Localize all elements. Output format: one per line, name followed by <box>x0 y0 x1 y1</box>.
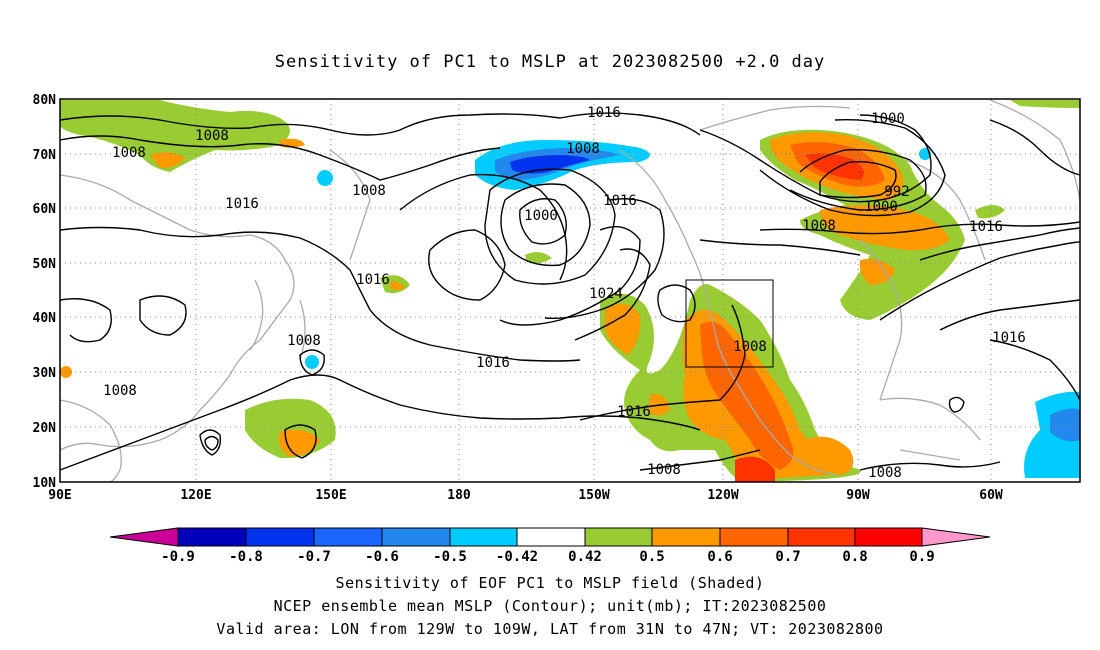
contour-label: 1000 <box>524 208 558 224</box>
contour-label: 1008 <box>647 462 681 478</box>
colorbar-label: 0.7 <box>775 549 800 565</box>
colorbar <box>109 527 991 547</box>
caption-valid-area: Valid area: LON from 129W to 109W, LAT f… <box>216 620 884 638</box>
colorbar-segment <box>177 527 247 547</box>
contour-label: 1008 <box>802 218 836 234</box>
colorbar-label: -0.6 <box>365 549 399 565</box>
lat-axis: 80N 70N 60N 50N 40N 30N 20N 10N <box>33 93 57 491</box>
contour-label: 1016 <box>476 355 510 371</box>
lat-label: 10N <box>33 476 57 491</box>
plot-frame <box>59 98 1081 483</box>
lat-label: 70N <box>33 148 57 163</box>
lat-label: 30N <box>33 366 57 381</box>
contour-label: 1008 <box>733 339 767 355</box>
lon-label: 120W <box>707 488 738 503</box>
colorbar-segment <box>719 527 789 547</box>
colorbar-segment <box>584 527 653 547</box>
contour-label: 1008 <box>287 333 321 349</box>
colorbar-label: 0.8 <box>842 549 867 565</box>
colorbar-segment <box>313 527 383 547</box>
contour-label: 1008 <box>112 145 146 161</box>
lon-label: 180 <box>447 488 471 503</box>
valid-area-box <box>685 279 774 368</box>
colorbar-segment <box>381 527 451 547</box>
lat-label: 40N <box>33 311 57 326</box>
contour-label: 1016 <box>617 404 651 420</box>
colorbar-label: -0.5 <box>433 549 467 565</box>
lon-label: 60W <box>979 488 1003 503</box>
colorbar-label: 0.6 <box>707 549 732 565</box>
colorbar-segment <box>787 527 856 547</box>
colorbar-segment <box>651 527 721 547</box>
caption-shaded: Sensitivity of EOF PC1 to MSLP field (Sh… <box>335 574 765 592</box>
contour-label: 1000 <box>871 111 905 127</box>
contour-label: 1016 <box>603 193 637 209</box>
colorbar-segment <box>245 527 315 547</box>
contour-label: 1008 <box>566 141 600 157</box>
colorbar-label: -0.9 <box>161 549 195 565</box>
colorbar-label: 0.9 <box>909 549 934 565</box>
contour-label: 1016 <box>225 196 259 212</box>
colorbar-segment <box>854 527 923 547</box>
contour-label: 1008 <box>103 383 137 399</box>
caption-contour: NCEP ensemble mean MSLP (Contour); unit(… <box>273 597 827 615</box>
lon-label: 90W <box>846 488 870 503</box>
contour-label: 1008 <box>352 183 386 199</box>
colorbar-segment <box>449 527 518 547</box>
contour-label: 1016 <box>992 330 1026 346</box>
contour-label: 1016 <box>587 105 621 121</box>
colorbar-left-arrow <box>109 527 179 547</box>
lon-label: 90E <box>48 488 71 503</box>
colorbar-label: -0.42 <box>496 549 538 565</box>
lat-label: 60N <box>33 202 57 217</box>
lat-label: 20N <box>33 421 57 436</box>
contour-label: 1016 <box>969 219 1003 235</box>
lon-label: 150E <box>315 488 346 503</box>
colorbar-label: 0.5 <box>639 549 664 565</box>
colorbar-labels: -0.9 -0.8 -0.7 -0.6 -0.5 -0.42 0.42 0.5 … <box>161 549 935 565</box>
colorbar-right-arrow <box>921 527 991 547</box>
colorbar-label: -0.8 <box>229 549 263 565</box>
lat-label: 80N <box>33 93 57 108</box>
contour-label: 1008 <box>195 128 229 144</box>
mslp-contours <box>59 112 1081 471</box>
contour-label: 1016 <box>356 272 390 288</box>
coastlines <box>59 99 1081 483</box>
map-title: Sensitivity of PC1 to MSLP at 2023082500… <box>274 52 826 72</box>
contour-label: 1008 <box>868 465 902 481</box>
contour-label: 1024 <box>589 286 623 302</box>
contour-label: 992 <box>884 184 909 200</box>
lat-label: 50N <box>33 257 57 272</box>
contour-label: 1000 <box>864 199 898 215</box>
lon-label: 120E <box>180 488 211 503</box>
colorbar-label: 0.42 <box>568 549 602 565</box>
contour-labels: 1008 1008 1016 1008 1016 1008 1016 1000 … <box>103 105 1026 481</box>
colorbar-label: -0.7 <box>297 549 331 565</box>
lon-axis: 90E 120E 150E 180 150W 120W 90W 60W <box>48 488 1003 503</box>
colorbar-segment <box>516 527 586 547</box>
lon-label: 150W <box>578 488 609 503</box>
